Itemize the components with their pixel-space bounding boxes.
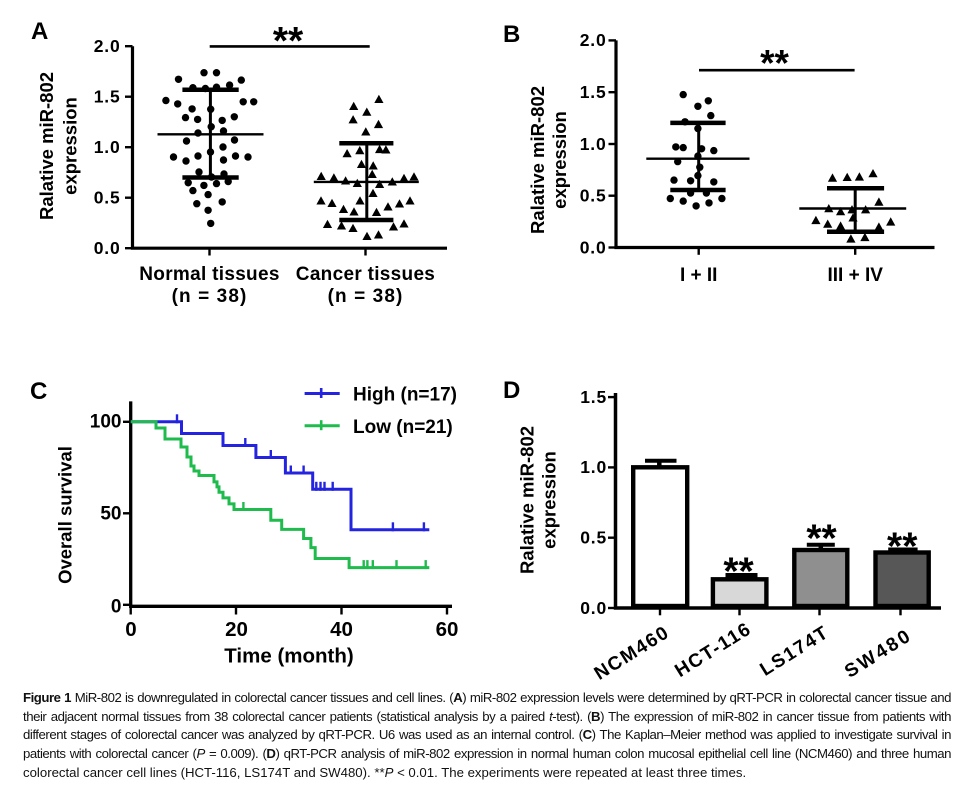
svg-text:LS174T: LS174T	[757, 622, 834, 681]
svg-text:40: 40	[330, 618, 353, 641]
svg-text:1.0: 1.0	[94, 137, 121, 157]
svg-text:NCM460: NCM460	[591, 622, 674, 685]
svg-text:1.0: 1.0	[580, 457, 607, 477]
svg-text:High (n=17): High (n=17)	[353, 385, 457, 406]
svg-text:0.0: 0.0	[580, 237, 607, 257]
svg-text:0.5: 0.5	[580, 186, 607, 206]
svg-text:1.5: 1.5	[94, 87, 121, 107]
svg-text:Cancer tissues: Cancer tissues	[296, 264, 435, 285]
svg-text:D: D	[503, 377, 520, 404]
svg-text:1.5: 1.5	[580, 387, 607, 407]
svg-text:2.0: 2.0	[580, 30, 607, 50]
svg-text:HCT-116: HCT-116	[671, 618, 755, 681]
svg-text:Ralative miR-802: Ralative miR-802	[527, 86, 548, 234]
svg-text:(n = 38): (n = 38)	[328, 286, 404, 307]
svg-text:**: **	[723, 551, 754, 594]
svg-text:0.0: 0.0	[94, 238, 121, 258]
svg-text:0: 0	[125, 618, 136, 641]
svg-text:0: 0	[111, 597, 122, 618]
svg-text:**: **	[760, 43, 789, 84]
svg-text:I + II: I + II	[680, 265, 718, 286]
svg-text:SW480: SW480	[841, 625, 916, 683]
svg-text:**: **	[887, 526, 918, 569]
svg-text:1.5: 1.5	[580, 82, 607, 102]
svg-text:**: **	[273, 20, 304, 63]
svg-text:expression: expression	[549, 111, 570, 209]
svg-text:20: 20	[225, 618, 248, 641]
svg-text:Ralative miR-802: Ralative miR-802	[36, 72, 57, 220]
svg-text:Normal tissues: Normal tissues	[139, 264, 279, 285]
svg-text:50: 50	[100, 504, 121, 525]
svg-text:0.5: 0.5	[94, 188, 121, 208]
svg-text:60: 60	[436, 618, 459, 641]
svg-text:Ralative miR-802: Ralative miR-802	[517, 426, 538, 574]
svg-text:Low (n=21): Low (n=21)	[353, 417, 453, 438]
svg-text:III + IV: III + IV	[827, 265, 883, 286]
svg-text:Overall survival: Overall survival	[55, 446, 76, 584]
svg-text:100: 100	[90, 412, 122, 433]
svg-text:C: C	[30, 378, 47, 405]
svg-text:(n = 38): (n = 38)	[172, 286, 248, 307]
svg-text:2.0: 2.0	[94, 36, 121, 56]
svg-text:expression: expression	[60, 97, 81, 195]
svg-text:expression: expression	[539, 451, 560, 549]
svg-text:A: A	[31, 18, 48, 45]
svg-text:B: B	[503, 21, 520, 48]
svg-text:0.5: 0.5	[580, 528, 607, 548]
svg-text:1.0: 1.0	[580, 134, 607, 154]
svg-text:**: **	[806, 518, 837, 561]
svg-text:Time (month): Time (month)	[224, 645, 353, 668]
svg-text:0.0: 0.0	[580, 598, 607, 618]
